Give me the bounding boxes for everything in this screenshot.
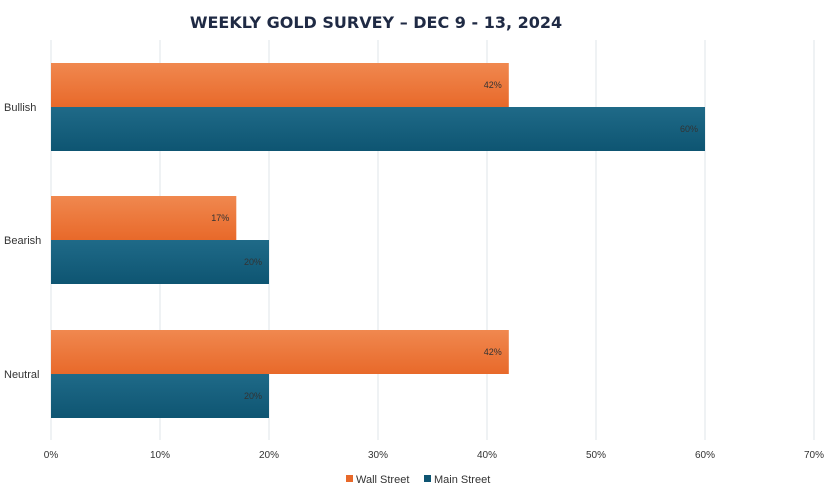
legend: Wall Street Main Street	[346, 474, 490, 486]
x-tick-label: 20%	[259, 450, 279, 461]
x-tick-label: 50%	[586, 450, 606, 461]
legend-item: Main Street	[434, 474, 490, 486]
bar-main-street-neutral	[51, 374, 269, 418]
data-label: 42%	[484, 347, 502, 357]
data-label: 60%	[680, 124, 698, 134]
x-tick-label: 70%	[804, 450, 824, 461]
legend-item: Wall Street	[356, 474, 409, 486]
x-tick-label: 0%	[44, 450, 59, 461]
x-tick-label: 30%	[368, 450, 388, 461]
x-tick-label: 10%	[150, 450, 170, 461]
chart-title: WEEKLY GOLD SURVEY – DEC 9 - 13, 2024	[190, 13, 562, 32]
data-label: 17%	[211, 213, 229, 223]
data-label: 42%	[484, 80, 502, 90]
bar-main-street-bullish	[51, 107, 705, 151]
data-label: 20%	[244, 391, 262, 401]
legend-swatch	[346, 475, 353, 482]
x-tick-label: 40%	[477, 450, 497, 461]
bar-wall-street-bearish	[51, 196, 237, 240]
bar-wall-street-neutral	[51, 330, 509, 374]
bar-wall-street-bullish	[51, 63, 509, 107]
x-axis-ticks: 0% 10% 20% 30% 40% 50% 60% 70%	[44, 450, 824, 461]
category-labels: Bullish Bearish Neutral	[4, 102, 41, 381]
data-label: 20%	[244, 257, 262, 267]
bar-main-street-bearish	[51, 240, 269, 284]
category-label-neutral: Neutral	[4, 369, 39, 381]
bars	[51, 63, 705, 418]
data-labels: 42% 60% 17% 20% 42% 20%	[211, 80, 698, 401]
legend-swatch	[424, 475, 431, 482]
x-tick-label: 60%	[695, 450, 715, 461]
category-label-bullish: Bullish	[4, 102, 36, 114]
category-label-bearish: Bearish	[4, 235, 41, 247]
